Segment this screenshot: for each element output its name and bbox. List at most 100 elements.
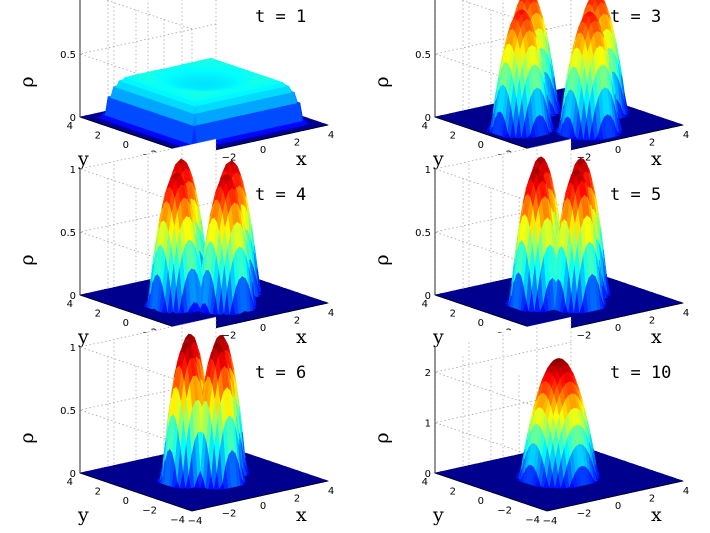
- x-tick-label: 2: [294, 494, 300, 505]
- y-tick-label: −2: [497, 506, 512, 517]
- x-axis-label: x: [651, 326, 662, 348]
- x-axis-line: [191, 480, 329, 512]
- x-tick-label: −2: [222, 153, 237, 164]
- x-tick-label: 0: [615, 501, 621, 512]
- z-tick-label: 1: [425, 165, 431, 176]
- y-tick-label: 4: [67, 477, 73, 488]
- subplot-title: t = 3: [610, 7, 661, 27]
- subplot-title: t = 10: [610, 363, 671, 383]
- y-tick-label: 0: [123, 318, 129, 329]
- y-tick-label: 0: [123, 496, 129, 507]
- x-tick-label: 4: [328, 486, 334, 497]
- surface: [433, 156, 685, 334]
- x-tick-label: −4: [543, 516, 558, 527]
- x-axis-label: x: [296, 504, 307, 526]
- y-tick-label: 0: [478, 140, 484, 151]
- y-tick-label: 0: [478, 496, 484, 507]
- z-tick-label: 0: [425, 469, 431, 480]
- x-tick-label: 0: [260, 323, 266, 334]
- x-tick-label: 0: [615, 145, 621, 156]
- surface: [433, 358, 685, 512]
- y-tick-label: 2: [95, 131, 101, 142]
- surface: [433, 0, 685, 156]
- z-tick-label: 2: [425, 368, 431, 379]
- x-tick-label: 4: [328, 308, 334, 319]
- y-axis-line: [434, 472, 548, 512]
- z-tick-label: 0.5: [60, 406, 76, 417]
- y-tick-label: 4: [67, 121, 73, 132]
- x-axis-label: x: [296, 148, 307, 170]
- y-tick-label: −4: [170, 515, 185, 526]
- x-tick-label: −4: [188, 516, 203, 527]
- x-axis-line: [546, 480, 684, 512]
- x-tick-label: 4: [328, 130, 334, 141]
- y-tick-label: 0: [123, 140, 129, 151]
- x-tick-label: 2: [649, 138, 655, 149]
- z-tick-label: 0: [70, 291, 76, 302]
- z-tick-label: 1: [425, 419, 431, 430]
- y-tick-label: 4: [422, 121, 428, 132]
- x-tick-label: 2: [649, 494, 655, 505]
- x-axis-label: x: [651, 148, 662, 170]
- y-tick-label: 2: [450, 309, 456, 320]
- y-axis-line: [79, 472, 193, 512]
- z-tick-label: 0.5: [60, 228, 76, 239]
- z-tick-label: 0.5: [415, 228, 431, 239]
- z-tick-label: 1: [70, 165, 76, 176]
- x-tick-label: −2: [577, 331, 592, 342]
- z-tick-label: 0.5: [415, 50, 431, 61]
- y-tick-label: 2: [95, 487, 101, 498]
- x-tick-label: −2: [577, 509, 592, 520]
- z-axis-label: ρ: [16, 432, 38, 443]
- x-tick-label: −2: [577, 153, 592, 164]
- z-tick-label: 0: [425, 291, 431, 302]
- z-axis-label: ρ: [371, 254, 393, 265]
- y-axis-label: y: [432, 504, 444, 526]
- x-tick-label: −2: [222, 331, 237, 342]
- x-tick-label: 4: [683, 308, 689, 319]
- y-tick-label: 4: [422, 477, 428, 488]
- y-tick-label: 4: [67, 299, 73, 310]
- y-tick-label: 2: [450, 131, 456, 142]
- z-axis-label: ρ: [371, 76, 393, 87]
- z-tick-label: 0: [70, 469, 76, 480]
- x-tick-label: 0: [615, 323, 621, 334]
- subplot-title: t = 6: [255, 363, 306, 383]
- y-axis-label: y: [77, 148, 89, 170]
- y-axis-label: y: [77, 504, 89, 526]
- z-axis-label: ρ: [16, 254, 38, 265]
- subplot-title: t = 5: [610, 185, 661, 205]
- subplot-title: t = 1: [255, 7, 306, 27]
- x-axis-label: x: [651, 504, 662, 526]
- y-tick-label: 0: [478, 318, 484, 329]
- x-tick-label: 0: [260, 145, 266, 156]
- x-tick-label: 4: [683, 486, 689, 497]
- x-tick-label: 2: [649, 316, 655, 327]
- surface: [78, 333, 330, 512]
- x-tick-label: 2: [294, 138, 300, 149]
- z-tick-label: 0: [425, 113, 431, 124]
- y-tick-label: −4: [525, 515, 540, 526]
- z-axis-label: ρ: [16, 76, 38, 87]
- y-axis-label: y: [432, 148, 444, 170]
- y-axis-label: y: [77, 326, 89, 348]
- z-tick-label: 0.5: [60, 50, 76, 61]
- y-tick-label: 2: [450, 487, 456, 498]
- y-axis-label: y: [432, 326, 444, 348]
- x-axis-label: x: [296, 326, 307, 348]
- z-tick-label: 1: [70, 343, 76, 354]
- x-tick-label: 2: [294, 316, 300, 327]
- surface: [78, 158, 330, 334]
- z-tick-label: 0: [70, 113, 76, 124]
- y-tick-label: −2: [142, 506, 157, 517]
- x-tick-label: 0: [260, 501, 266, 512]
- subplot-title: t = 4: [255, 185, 306, 205]
- x-tick-label: 4: [683, 130, 689, 141]
